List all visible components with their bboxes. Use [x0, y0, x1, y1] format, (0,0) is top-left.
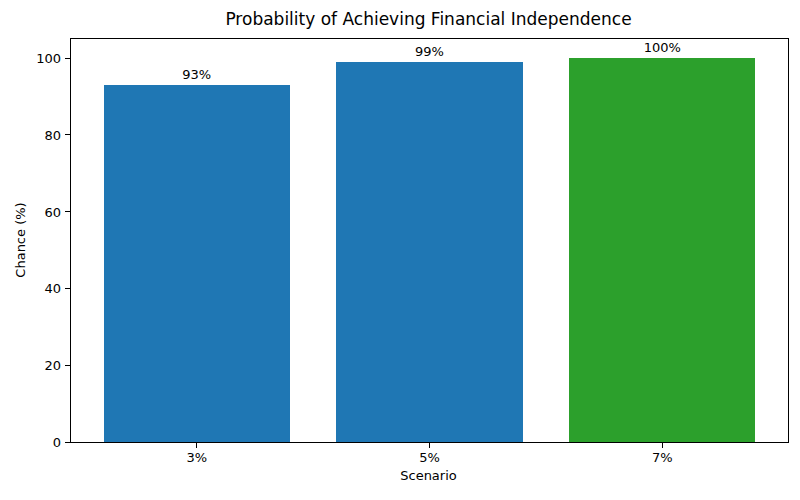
bar-value-label: 99%: [415, 44, 444, 59]
y-tick-label: 60: [44, 204, 61, 219]
y-tick-label: 80: [44, 127, 61, 142]
y-tick-mark: [65, 134, 70, 135]
plot-area: 02040608010093%3%99%5%100%7%: [70, 38, 789, 443]
x-tick-mark: [429, 443, 430, 448]
y-tick-mark: [65, 442, 70, 443]
x-tick-mark: [662, 443, 663, 448]
y-tick-label: 20: [44, 358, 61, 373]
x-axis-label: Scenario: [70, 468, 787, 483]
bar-7%: [569, 58, 755, 442]
bar-value-label: 93%: [182, 67, 211, 82]
y-tick-label: 100: [36, 51, 61, 66]
y-tick-mark: [65, 211, 70, 212]
x-tick-mark: [196, 443, 197, 448]
y-tick-label: 40: [44, 281, 61, 296]
chart-title: Probability of Achieving Financial Indep…: [70, 9, 787, 29]
bar-5%: [336, 62, 522, 442]
bar-3%: [104, 85, 290, 442]
y-tick-mark: [65, 365, 70, 366]
figure: Probability of Achieving Financial Indep…: [0, 0, 800, 500]
y-tick-mark: [65, 58, 70, 59]
y-axis-label: Chance (%): [13, 202, 28, 277]
bar-value-label: 100%: [644, 40, 681, 55]
x-tick-label: 5%: [419, 450, 440, 465]
x-tick-label: 7%: [652, 450, 673, 465]
y-tick-label: 0: [53, 435, 61, 450]
x-tick-label: 3%: [186, 450, 207, 465]
y-tick-mark: [65, 288, 70, 289]
